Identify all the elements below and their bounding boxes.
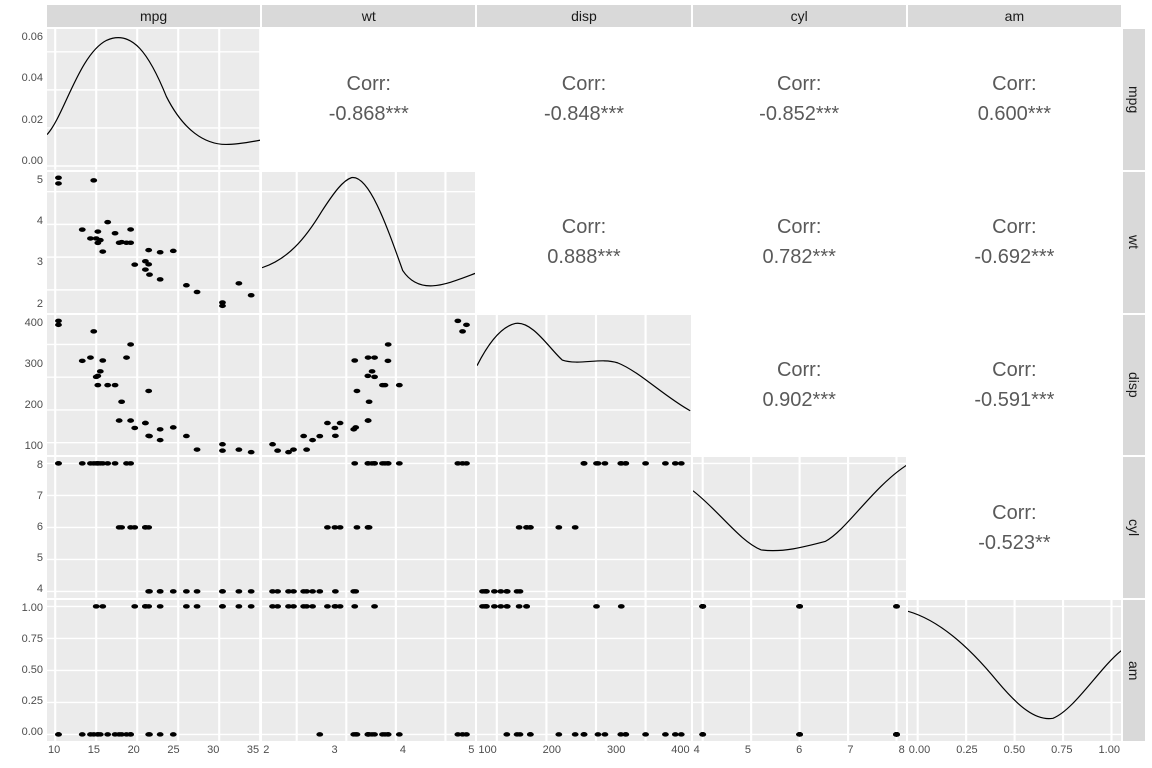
row-strip-cyl: cyl bbox=[1122, 456, 1146, 599]
y-axis-am: 1.000.750.500.250.00 bbox=[4, 599, 46, 742]
cell-wt-disp: Corr:0.888*** bbox=[476, 171, 691, 314]
cell-am-disp bbox=[476, 599, 691, 742]
x-axis-cyl: 45678 bbox=[692, 742, 907, 764]
corr-mpg-wt: Corr:-0.868*** bbox=[329, 69, 409, 129]
column-strip-disp: disp bbox=[476, 4, 691, 28]
cell-mpg-mpg bbox=[46, 28, 261, 171]
corr-mpg-cyl: Corr:-0.852*** bbox=[759, 69, 839, 129]
cell-mpg-disp: Corr:-0.848*** bbox=[476, 28, 691, 171]
cell-disp-am: Corr:-0.591*** bbox=[907, 314, 1122, 457]
row-strip-mpg: mpg bbox=[1122, 28, 1146, 171]
corr-wt-am: Corr:-0.692*** bbox=[974, 212, 1054, 272]
cell-mpg-am: Corr:0.600*** bbox=[907, 28, 1122, 171]
column-strip-wt: wt bbox=[261, 4, 476, 28]
row-strip-am: am bbox=[1122, 599, 1146, 742]
x-axis-wt: 2345 bbox=[261, 742, 476, 764]
y-axis-wt: 5432 bbox=[4, 171, 46, 314]
cell-am-cyl bbox=[692, 599, 907, 742]
x-axis-mpg: 101520253035 bbox=[46, 742, 261, 764]
pairs-plot-matrix: mpgwtdispcylam0.060.040.020.00Corr:-0.86… bbox=[4, 4, 1146, 764]
cell-cyl-am: Corr:-0.523** bbox=[907, 456, 1122, 599]
corr-wt-cyl: Corr:0.782*** bbox=[762, 212, 835, 272]
cell-disp-mpg bbox=[46, 314, 261, 457]
cell-disp-cyl: Corr:0.902*** bbox=[692, 314, 907, 457]
cell-wt-am: Corr:-0.692*** bbox=[907, 171, 1122, 314]
cell-wt-wt bbox=[261, 171, 476, 314]
cell-cyl-cyl bbox=[692, 456, 907, 599]
corr-disp-am: Corr:-0.591*** bbox=[974, 355, 1054, 415]
corr-wt-disp: Corr:0.888*** bbox=[547, 212, 620, 272]
cell-mpg-cyl: Corr:-0.852*** bbox=[692, 28, 907, 171]
corr-mpg-disp: Corr:-0.848*** bbox=[544, 69, 624, 129]
row-strip-wt: wt bbox=[1122, 171, 1146, 314]
column-strip-mpg: mpg bbox=[46, 4, 261, 28]
cell-wt-cyl: Corr:0.782*** bbox=[692, 171, 907, 314]
y-axis-mpg: 0.060.040.020.00 bbox=[4, 28, 46, 171]
cell-am-wt bbox=[261, 599, 476, 742]
cell-cyl-disp bbox=[476, 456, 691, 599]
cell-am-mpg bbox=[46, 599, 261, 742]
corr-disp-cyl: Corr:0.902*** bbox=[762, 355, 835, 415]
column-strip-am: am bbox=[907, 4, 1122, 28]
cell-cyl-mpg bbox=[46, 456, 261, 599]
cell-am-am bbox=[907, 599, 1122, 742]
cell-wt-mpg bbox=[46, 171, 261, 314]
x-axis-am: 0.000.250.500.751.00 bbox=[907, 742, 1122, 764]
cell-cyl-wt bbox=[261, 456, 476, 599]
cell-disp-disp bbox=[476, 314, 691, 457]
x-axis-disp: 100200300400 bbox=[476, 742, 691, 764]
cell-mpg-wt: Corr:-0.868*** bbox=[261, 28, 476, 171]
row-strip-disp: disp bbox=[1122, 314, 1146, 457]
column-strip-cyl: cyl bbox=[692, 4, 907, 28]
y-axis-disp: 400300200100 bbox=[4, 314, 46, 457]
y-axis-cyl: 87654 bbox=[4, 456, 46, 599]
cell-disp-wt bbox=[261, 314, 476, 457]
corr-cyl-am: Corr:-0.523** bbox=[978, 498, 1050, 558]
corr-mpg-am: Corr:0.600*** bbox=[978, 69, 1051, 129]
